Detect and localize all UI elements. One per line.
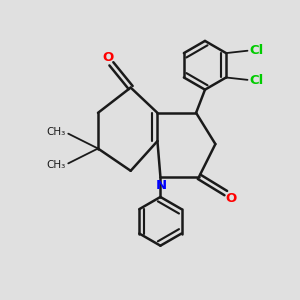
- Text: O: O: [102, 51, 113, 64]
- Text: N: N: [155, 178, 167, 192]
- Text: Cl: Cl: [249, 44, 263, 57]
- Text: Cl: Cl: [249, 74, 263, 87]
- Text: CH₃: CH₃: [46, 160, 65, 170]
- Text: O: O: [226, 192, 237, 205]
- Text: CH₃: CH₃: [46, 127, 65, 137]
